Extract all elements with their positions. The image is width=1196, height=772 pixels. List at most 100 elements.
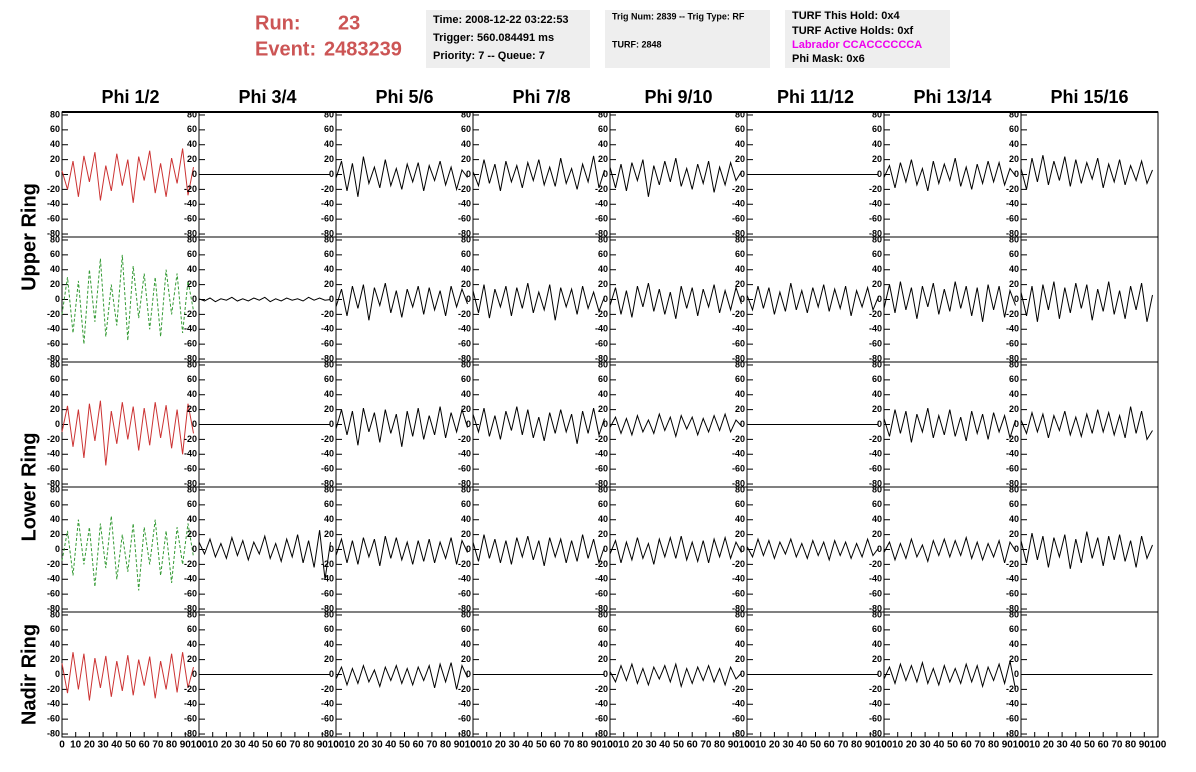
- y-tick-label: 20: [50, 654, 60, 664]
- y-tick-label: -40: [184, 199, 197, 209]
- y-tick-label: -40: [595, 449, 608, 459]
- y-tick-label: 80: [1009, 609, 1019, 619]
- y-tick-label: 40: [598, 264, 608, 274]
- x-tick-label: 50: [262, 740, 274, 751]
- y-tick-label: -20: [321, 434, 334, 444]
- x-tick-label: 100: [1150, 740, 1167, 751]
- y-tick-label: -80: [869, 728, 882, 738]
- y-tick-label: -40: [321, 449, 334, 459]
- y-tick-label: -40: [458, 199, 471, 209]
- x-tick-label: 60: [824, 740, 836, 751]
- x-tick-label: 60: [139, 740, 151, 751]
- y-tick-label: -60: [595, 714, 608, 724]
- y-tick-label: 40: [872, 639, 882, 649]
- panel-frame: [746, 236, 885, 363]
- y-tick-label: 0: [466, 169, 471, 179]
- x-tick-label: 80: [988, 740, 1000, 751]
- y-tick-label: 0: [877, 669, 882, 679]
- y-tick-label: 60: [1009, 499, 1019, 509]
- y-tick-label: -80: [458, 228, 471, 238]
- y-tick-label: 20: [1009, 279, 1019, 289]
- y-tick-label: -40: [321, 699, 334, 709]
- y-tick-label: 60: [461, 499, 471, 509]
- y-tick-label: -20: [1006, 309, 1019, 319]
- y-tick-label: 80: [872, 359, 882, 369]
- y-tick-label: 40: [187, 639, 197, 649]
- column-header: Phi 1/2: [101, 87, 159, 107]
- y-tick-label: 60: [324, 249, 334, 259]
- y-tick-label: 20: [324, 279, 334, 289]
- y-tick-label: -80: [458, 478, 471, 488]
- x-tick-label: 70: [426, 740, 438, 751]
- y-tick-label: 60: [461, 624, 471, 634]
- y-tick-label: -80: [1006, 353, 1019, 363]
- x-tick-label: 40: [522, 740, 534, 751]
- y-tick-label: -20: [184, 184, 197, 194]
- y-tick-label: 60: [50, 499, 60, 509]
- y-tick-label: -60: [732, 339, 745, 349]
- x-tick-label: 60: [687, 740, 699, 751]
- y-tick-label: 40: [735, 389, 745, 399]
- y-tick-label: 0: [466, 294, 471, 304]
- panel-frame: [883, 236, 1022, 363]
- x-tick-label: 50: [673, 740, 685, 751]
- y-tick-label: 80: [598, 484, 608, 494]
- y-tick-label: -60: [458, 214, 471, 224]
- y-tick-label: 0: [603, 419, 608, 429]
- y-tick-label: 0: [192, 294, 197, 304]
- y-tick-label: -40: [184, 324, 197, 334]
- y-tick-label: 0: [603, 544, 608, 554]
- waveform: [61, 254, 194, 345]
- waveform: [198, 296, 331, 303]
- y-tick-label: 40: [872, 389, 882, 399]
- x-tick-label: 100: [1013, 740, 1030, 751]
- waveform: [609, 157, 742, 197]
- waveform: [883, 281, 1016, 322]
- y-tick-label: -80: [47, 228, 60, 238]
- waveform: [746, 282, 879, 317]
- y-tick-label: -80: [47, 478, 60, 488]
- x-tick-label: 20: [906, 740, 918, 751]
- y-tick-label: 20: [461, 279, 471, 289]
- y-tick-label: -40: [1006, 574, 1019, 584]
- x-tick-label: 30: [235, 740, 247, 751]
- x-tick-label: 80: [166, 740, 178, 751]
- y-tick-label: -40: [47, 199, 60, 209]
- y-tick-label: -20: [458, 309, 471, 319]
- waveform: [472, 406, 605, 444]
- column-header: Phi 9/10: [644, 87, 712, 107]
- y-tick-label: -40: [458, 699, 471, 709]
- y-tick-label: -20: [1006, 684, 1019, 694]
- y-tick-label: 40: [324, 639, 334, 649]
- x-tick-label: 10: [1029, 740, 1041, 751]
- y-tick-label: -40: [184, 574, 197, 584]
- y-tick-label: -60: [458, 714, 471, 724]
- panel-frame: [472, 486, 611, 613]
- x-tick-label: 80: [577, 740, 589, 751]
- y-tick-label: 0: [192, 669, 197, 679]
- x-tick-label: 100: [602, 740, 619, 751]
- y-tick-label: -60: [458, 464, 471, 474]
- y-tick-label: -20: [869, 559, 882, 569]
- x-tick-label: 100: [465, 740, 482, 751]
- y-tick-label: -60: [321, 589, 334, 599]
- x-tick-label: 90: [865, 740, 877, 751]
- y-tick-label: -60: [47, 464, 60, 474]
- x-tick-label: 90: [1002, 740, 1014, 751]
- y-tick-label: -60: [595, 214, 608, 224]
- waveform: [61, 148, 194, 203]
- waveform: [609, 662, 742, 689]
- y-tick-label: 40: [461, 389, 471, 399]
- y-tick-label: 20: [461, 654, 471, 664]
- y-tick-label: 0: [466, 419, 471, 429]
- x-tick-label: 100: [191, 740, 208, 751]
- y-tick-label: 60: [1009, 624, 1019, 634]
- column-header: Phi 3/4: [238, 87, 296, 107]
- y-tick-label: -80: [184, 728, 197, 738]
- run-label: Run:: [255, 12, 301, 34]
- y-tick-label: -80: [869, 603, 882, 613]
- y-tick-label: 60: [50, 374, 60, 384]
- y-tick-label: -40: [321, 199, 334, 209]
- y-tick-label: 0: [1014, 419, 1019, 429]
- y-tick-label: 0: [329, 169, 334, 179]
